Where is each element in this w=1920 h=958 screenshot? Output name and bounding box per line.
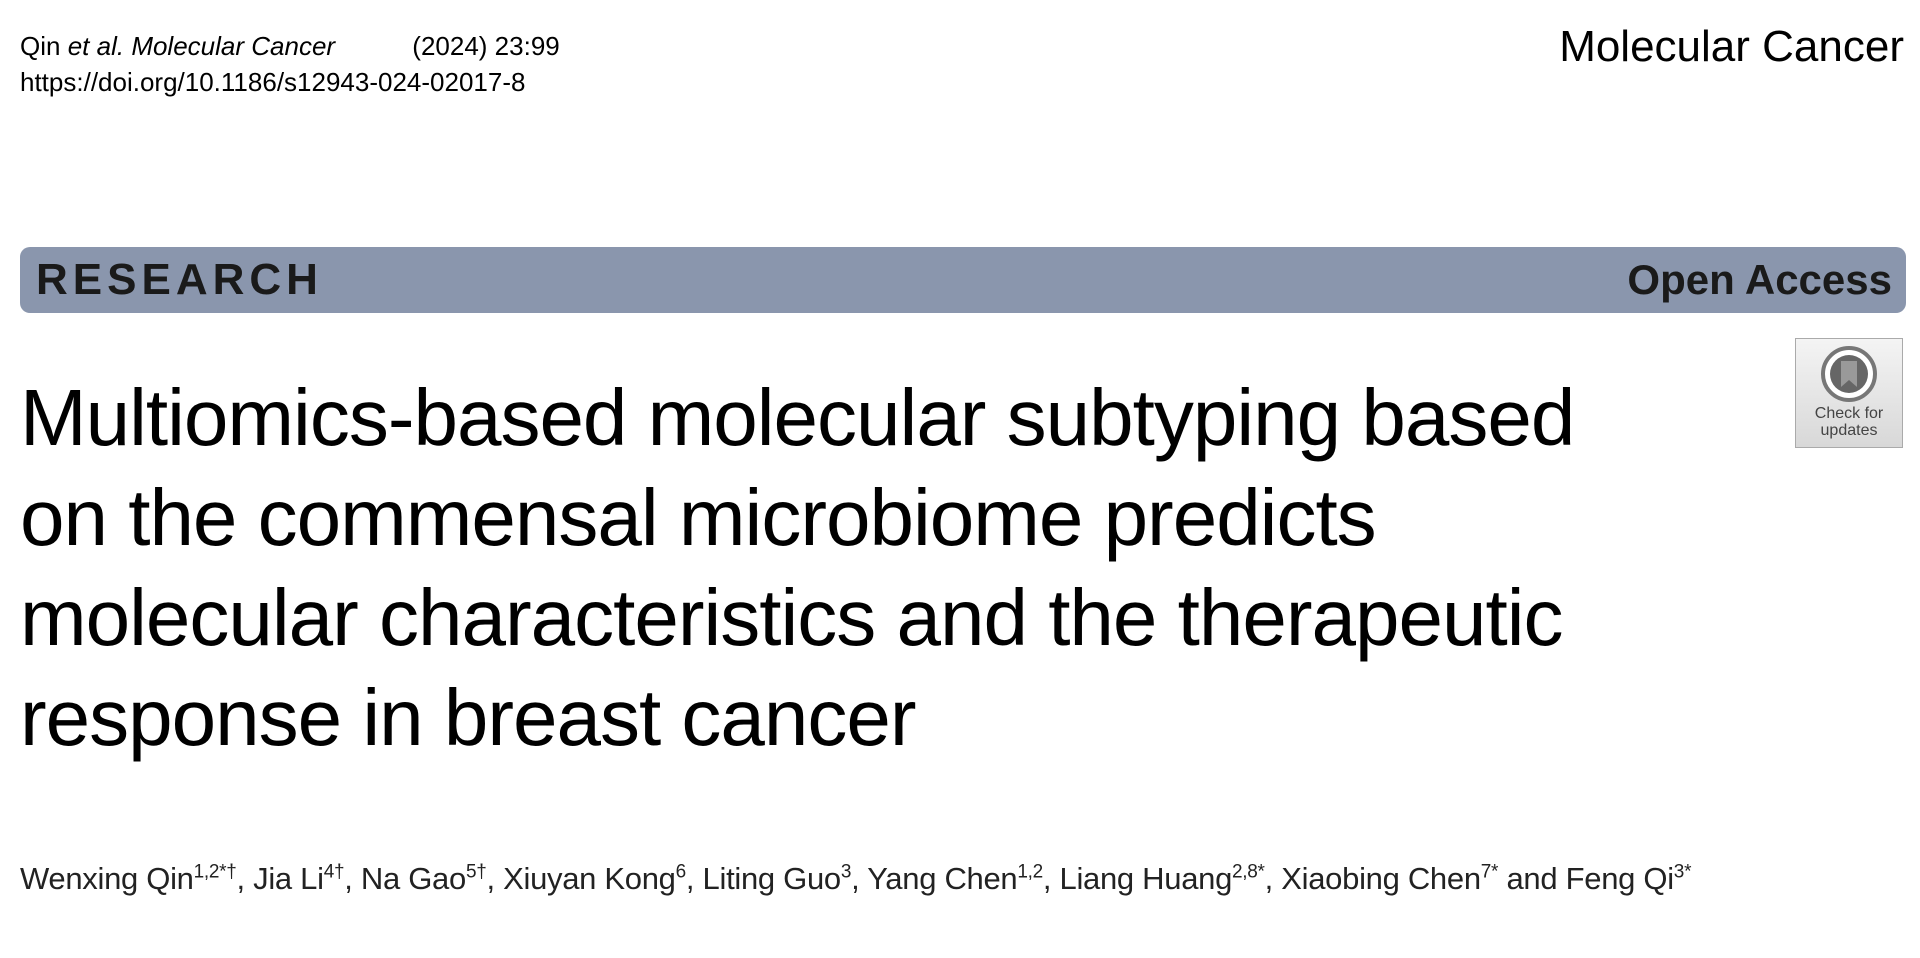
cite-author: Qin bbox=[20, 31, 61, 61]
doi[interactable]: https://doi.org/10.1186/s12943-024-02017… bbox=[20, 67, 526, 97]
author-name: Xiuyan Kong bbox=[503, 861, 676, 896]
author: Liang Huang2,8* bbox=[1060, 861, 1282, 896]
citation: Qin et al. Molecular Cancer (2024) 23:99… bbox=[20, 28, 560, 100]
conjunction: and bbox=[1506, 861, 1558, 896]
badge-icon bbox=[1821, 346, 1877, 402]
affiliation: 3* bbox=[1673, 861, 1692, 883]
open-access: Open Access bbox=[1627, 256, 1892, 303]
author-name: Jia Li bbox=[253, 861, 324, 896]
affiliation: 6 bbox=[675, 861, 687, 883]
affiliation: 3 bbox=[840, 861, 852, 883]
journal-name: Molecular Cancer bbox=[1559, 22, 1904, 71]
cite-journal: Molecular Cancer bbox=[131, 31, 336, 61]
author: Liting Guo3 bbox=[703, 861, 868, 896]
affiliation: 5† bbox=[465, 861, 487, 883]
badge-text: Check for bbox=[1814, 405, 1884, 422]
check-updates-badge[interactable]: Check for updates bbox=[1795, 338, 1903, 448]
author-name: Feng Qi bbox=[1565, 861, 1674, 896]
article-type: RESEARCH bbox=[36, 255, 323, 304]
author: Na Gao5† bbox=[361, 861, 503, 896]
article-title: Multiomics-based molecular subtyping bas… bbox=[20, 368, 1575, 768]
author: Xiaobing Chen7* bbox=[1281, 861, 1498, 896]
affiliation: 7* bbox=[1480, 861, 1499, 883]
badge-text: updates bbox=[1820, 422, 1878, 439]
affiliation: 4† bbox=[323, 861, 345, 883]
author: Jia Li4† bbox=[253, 861, 361, 896]
author-list: Wenxing Qin1,2*†Jia Li4†Na Gao5†Xiuyan K… bbox=[20, 852, 1900, 906]
title-line: Multiomics-based molecular subtyping bas… bbox=[20, 373, 1575, 462]
title-line: on the commensal microbiome predicts bbox=[20, 473, 1377, 562]
banner: RESEARCH Open Access bbox=[20, 247, 1906, 313]
affiliation: 1,2*† bbox=[193, 861, 237, 883]
author: Yang Chen1,2 bbox=[867, 861, 1059, 896]
author-name: Yang Chen bbox=[867, 861, 1018, 896]
cite-etal: et al. bbox=[67, 31, 125, 61]
author-name: Liang Huang bbox=[1059, 861, 1233, 896]
title-line: response in breast cancer bbox=[20, 673, 917, 762]
author-name: Xiaobing Chen bbox=[1281, 861, 1481, 896]
author: Xiuyan Kong6 bbox=[503, 861, 702, 896]
affiliation: 2,8* bbox=[1232, 861, 1265, 883]
affiliation: 1,2 bbox=[1017, 861, 1043, 883]
author-name: Na Gao bbox=[360, 861, 466, 896]
author: Wenxing Qin1,2*† bbox=[20, 861, 253, 896]
title-line: molecular characteristics and the therap… bbox=[20, 573, 1563, 662]
author: Feng Qi3* bbox=[1566, 861, 1692, 896]
author-name: Wenxing Qin bbox=[20, 861, 194, 896]
author-name: Liting Guo bbox=[702, 861, 842, 896]
cite-volume: (2024) 23:99 bbox=[412, 31, 560, 61]
